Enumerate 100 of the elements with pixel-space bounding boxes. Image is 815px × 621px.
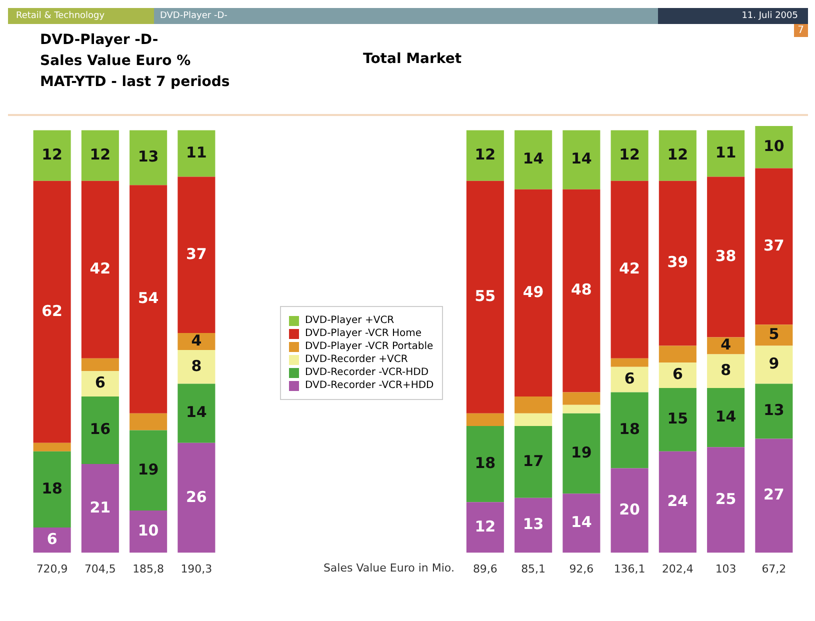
legend-label: DVD-Recorder +VCR [305,354,408,365]
bar [81,130,119,181]
bar [707,176,745,338]
data-label: 14 [571,513,592,532]
bar [466,180,504,414]
bar [81,396,119,464]
bar [707,388,745,448]
data-label: 14 [186,403,207,422]
x-tick-label: 89,6 [472,562,498,576]
bar [755,438,793,553]
legend-label: DVD-Player -VCR Portable [305,341,434,352]
x-tick-label: 202,4 [662,562,694,576]
data-label: 14 [522,150,544,168]
data-label: 42 [619,260,640,278]
bar [755,126,793,168]
x-tick-label: 103 [715,562,736,576]
bar [658,362,696,388]
data-label: 19 [138,460,159,478]
data-label: 13 [522,515,544,534]
data-label: 8 [191,356,202,375]
bar [658,180,696,346]
bar [130,510,168,553]
data-label: 37 [764,236,784,254]
data-label: 38 [715,246,736,265]
x-tick-label: 185,8 [132,562,164,576]
data-label: 17 [522,452,544,470]
bar [178,333,216,350]
data-label: 6 [94,374,106,392]
data-label: 13 [764,401,784,420]
x-tick-label: 85,1 [521,562,546,576]
data-label: 9 [768,354,780,373]
bar [466,502,504,553]
bar [81,180,119,358]
bar [658,130,696,181]
bar [514,130,552,190]
data-label: 25 [715,490,736,508]
data-label: 11 [715,143,736,162]
text: 7 [794,24,808,37]
bar [514,413,552,426]
data-label: 49 [522,282,544,301]
data-label: 10 [764,137,784,156]
bar [562,130,600,190]
data-label: 24 [667,492,688,510]
data-label: 62 [42,302,62,320]
data-label: 12 [474,145,496,164]
bar [466,413,504,426]
x-tick-label: 92,6 [569,562,594,576]
data-label: 20 [619,500,640,518]
bar [178,350,216,384]
bar [514,498,552,553]
data-label: 39 [667,253,688,272]
bar [658,346,696,363]
bar [755,168,793,325]
text: Total Market [363,51,462,67]
x-tick-label: 704,5 [84,562,116,576]
bar [33,180,71,443]
bar [707,130,745,177]
bar [658,451,696,553]
bar [562,404,600,414]
x-tick-label: 67,2 [762,562,786,576]
data-label: 10 [138,522,159,540]
bar [81,371,119,396]
data-label: 55 [474,287,496,306]
data-label: 18 [474,454,496,472]
bar [33,130,71,181]
data-label: 27 [764,486,784,504]
bar [178,130,216,177]
data-label: 13 [138,148,159,166]
bar [130,185,168,414]
data-label: 12 [474,517,496,536]
bar [81,358,119,372]
x-tick-label: 720,9 [36,562,68,576]
data-label: 6 [46,530,58,548]
bar [610,358,648,367]
legend-label: DVD-Recorder -VCR+HDD [305,380,434,391]
data-label: 6 [672,365,683,384]
bar [466,130,504,181]
text: 11. Juli 2005 [658,8,808,24]
legend-label: DVD-Player -VCR Home [305,328,422,339]
bar [81,464,119,553]
data-label: 37 [186,244,207,263]
bar [33,527,71,553]
data-label: 16 [90,420,111,438]
data-label: 12 [90,145,111,164]
bar [33,451,71,528]
data-label: 4 [191,331,202,350]
bar [755,324,793,346]
bar [658,388,696,452]
bar [178,176,216,334]
data-label: 26 [186,488,207,506]
bar [755,384,793,439]
data-label: 8 [720,360,732,379]
legend-label: DVD-Player +VCR [305,315,394,326]
bar [755,346,793,384]
data-label: 12 [42,145,62,164]
data-label: 12 [619,145,640,164]
bar [130,430,168,511]
bar [514,396,552,414]
data-label: 19 [571,443,592,462]
text: Retail & Technology [8,8,154,24]
